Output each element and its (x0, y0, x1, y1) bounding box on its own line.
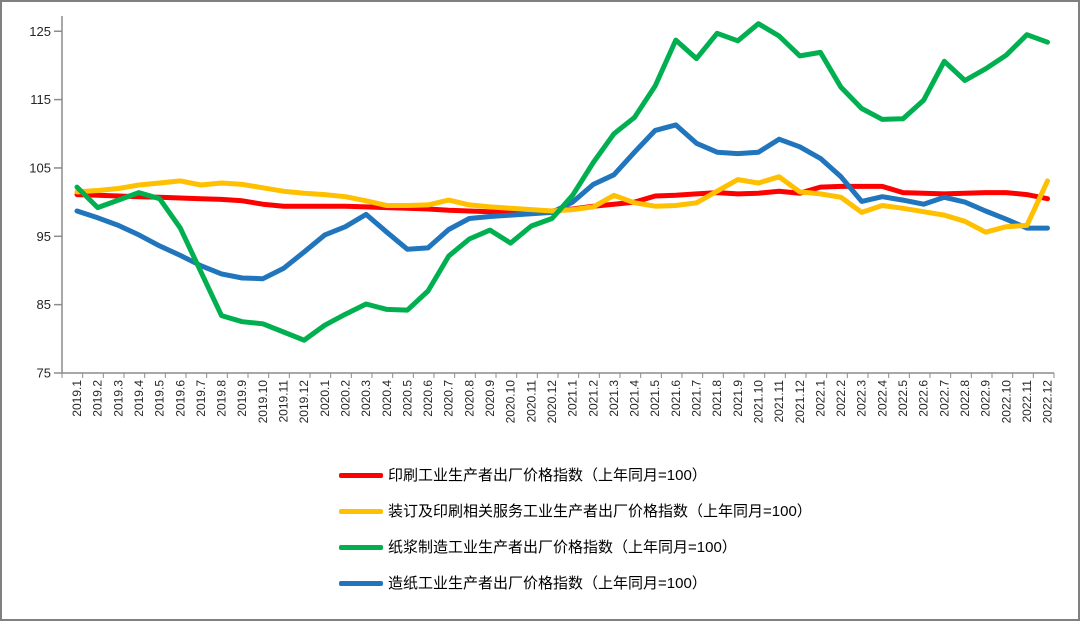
legend-label: 纸浆制造工业生产者出厂价格指数（上年同月=100） (388, 538, 737, 556)
x-tick-label: 2019.6 (173, 380, 187, 417)
x-tick-label: 2019.5 (153, 380, 167, 417)
x-tick-label: 2021.6 (669, 380, 683, 417)
x-axis-ticks (61, 373, 1055, 378)
x-tick-label: 2019.4 (132, 380, 146, 417)
x-tick-label: 2021.8 (710, 380, 724, 417)
x-tick-label: 2022.9 (979, 380, 993, 417)
x-tick-label: 2022.10 (999, 380, 1013, 424)
x-tick-label: 2020.5 (400, 380, 414, 417)
x-tick-label: 2020.3 (359, 380, 373, 417)
series-line-2 (74, 21, 1050, 343)
legend-swatch-line (339, 508, 383, 514)
x-tick-label: 2021.11 (772, 380, 786, 423)
x-tick-label: 2019.1 (70, 380, 84, 417)
x-tick-label: 2022.4 (875, 380, 889, 417)
x-tick-label: 2021.1 (566, 380, 580, 417)
x-tick-label: 2020.1 (318, 380, 332, 417)
y-tick-label: 75 (37, 366, 51, 381)
x-tick-label: 2021.12 (793, 380, 807, 424)
x-tick-label: 2022.2 (834, 380, 848, 417)
x-tick-label: 2019.10 (256, 380, 270, 424)
x-tick-label: 2021.5 (648, 380, 662, 417)
x-tick-label: 2022.5 (896, 380, 910, 417)
x-tick-label: 2019.11 (277, 380, 291, 423)
legend-item-3: 造纸工业生产者出厂价格指数（上年同月=100） (339, 565, 812, 601)
y-tick-label: 85 (37, 297, 51, 312)
y-tick-label: 95 (37, 229, 51, 244)
y-tick-label: 105 (29, 160, 51, 175)
x-tick-label: 2021.9 (731, 380, 745, 417)
legend-swatch-line (339, 472, 383, 478)
chart-legend: 印刷工业生产者出厂价格指数（上年同月=100） 装订及印刷相关服务工业生产者出厂价… (339, 457, 812, 601)
x-tick-label: 2021.10 (751, 380, 765, 424)
x-tick-label: 2020.11 (524, 380, 538, 423)
legend-label: 造纸工业生产者出厂价格指数（上年同月=100） (388, 574, 707, 592)
x-tick-label: 2022.3 (855, 380, 869, 417)
x-tick-label: 2019.8 (215, 380, 229, 417)
legend-swatch-line (339, 580, 383, 586)
x-tick-label: 2020.6 (421, 380, 435, 417)
y-tick-label: 115 (30, 92, 51, 107)
x-axis-labels: 2019.1 2019.2 2019.3 2019.4 2019.5 2019.6 2019… (70, 380, 1055, 424)
legend-item-0: 印刷工业生产者出厂价格指数（上年同月=100） (339, 457, 812, 493)
x-tick-label: 2020.2 (338, 380, 352, 417)
x-tick-label: 2020.9 (483, 380, 497, 417)
x-tick-label: 2022.8 (958, 380, 972, 417)
x-tick-label: 2019.9 (235, 380, 249, 417)
x-tick-label: 2021.4 (628, 380, 642, 417)
x-tick-label: 2022.12 (1041, 380, 1055, 424)
legend-swatch-line (339, 544, 383, 550)
x-tick-label: 2021.3 (607, 380, 621, 417)
x-tick-label: 2022.11 (1020, 380, 1034, 423)
x-tick-label: 2019.7 (194, 380, 208, 417)
x-tick-label: 2022.1 (813, 380, 827, 417)
y-tick-label: 125 (29, 24, 51, 39)
x-tick-label: 2020.12 (545, 380, 559, 424)
legend-label: 印刷工业生产者出厂价格指数（上年同月=100） (388, 466, 707, 484)
x-tick-label: 2020.10 (504, 380, 518, 424)
x-tick-label: 2020.7 (442, 380, 456, 417)
x-tick-label: 2022.6 (917, 380, 931, 417)
x-tick-label: 2020.8 (462, 380, 476, 417)
x-tick-label: 2020.4 (380, 380, 394, 417)
legend-item-1: 装订及印刷相关服务工业生产者出厂价格指数（上年同月=100） (339, 493, 812, 529)
y-axis-ticks: 75 85 95 105 115 125 (29, 24, 62, 381)
x-tick-label: 2019.12 (297, 380, 311, 424)
x-tick-label: 2022.7 (937, 380, 951, 417)
legend-label: 装订及印刷相关服务工业生产者出厂价格指数（上年同月=100） (388, 502, 812, 520)
x-tick-label: 2021.2 (586, 380, 600, 417)
x-tick-label: 2021.7 (690, 380, 704, 417)
x-tick-label: 2019.2 (91, 380, 105, 417)
x-tick-label: 2019.3 (111, 380, 125, 417)
legend-item-2: 纸浆制造工业生产者出厂价格指数（上年同月=100） (339, 529, 812, 565)
